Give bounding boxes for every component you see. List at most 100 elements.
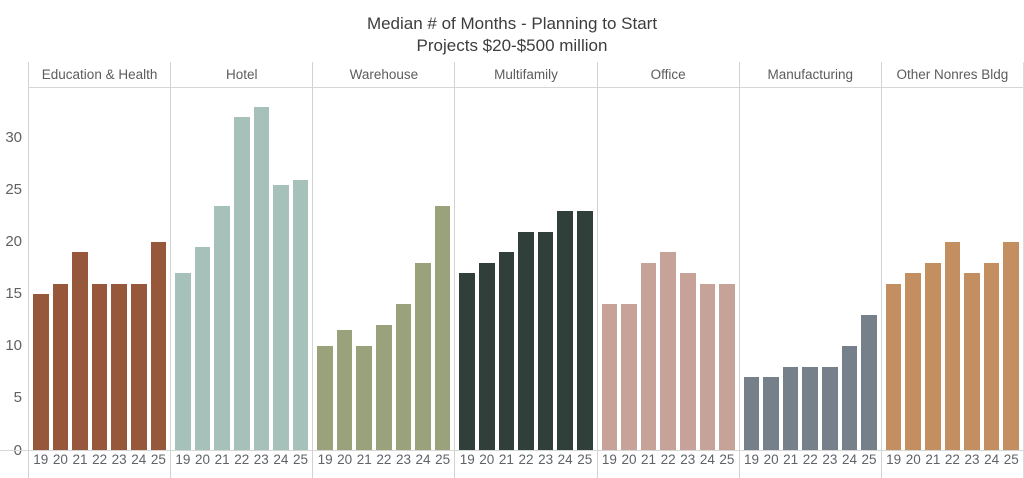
facet-header: Multifamily [455, 62, 597, 88]
y-tick-label: 20 [5, 233, 22, 251]
bar [763, 377, 779, 450]
bar [518, 231, 534, 450]
x-axis-line [0, 450, 1024, 451]
x-tick-row: 19 20 21 22 23 24 25 [598, 450, 739, 478]
x-tick-label: 20 [905, 452, 921, 467]
bar [214, 205, 230, 450]
x-tick-label: 19 [459, 452, 475, 467]
x-tick-label: 22 [944, 452, 960, 467]
x-tick-label: 25 [1003, 452, 1019, 467]
bar [699, 283, 716, 450]
y-tick-label: 10 [5, 337, 22, 355]
x-tick-label: 21 [214, 452, 230, 467]
x-tick-label: 24 [984, 452, 1000, 467]
bar [498, 252, 515, 450]
facet-panel: Office 19 20 21 22 23 24 25 [596, 62, 739, 478]
x-tick-label: 25 [719, 452, 735, 467]
x-tick-label: 19 [317, 452, 333, 467]
x-tick-label: 23 [680, 452, 696, 467]
facet-plot [171, 88, 312, 450]
facet-panel: Warehouse 19 20 21 22 23 24 25 [312, 62, 455, 478]
facet-header: Education & Health [29, 62, 171, 88]
x-tick-label: 22 [234, 452, 250, 467]
x-tick-label: 20 [479, 452, 495, 467]
x-tick-label: 23 [111, 452, 127, 467]
bar [33, 293, 49, 450]
bar [91, 283, 108, 450]
facet-plot [598, 88, 739, 450]
x-tick-label: 23 [395, 452, 411, 467]
facet-header: Warehouse [313, 62, 455, 88]
x-tick-label: 21 [641, 452, 657, 467]
bar [273, 184, 289, 450]
bar [52, 283, 69, 450]
x-tick-label: 25 [577, 452, 593, 467]
bar [841, 345, 858, 450]
chart-title: Median # of Months - Planning to Start P… [0, 13, 1024, 57]
bar [336, 330, 353, 450]
bar [415, 262, 431, 450]
x-tick-label: 22 [802, 452, 818, 467]
x-tick-label: 23 [964, 452, 980, 467]
x-tick-row: 19 20 21 22 23 24 25 [29, 450, 170, 478]
x-tick-label: 23 [538, 452, 554, 467]
x-tick-row: 19 20 21 22 23 24 25 [455, 450, 596, 478]
chart-title-line2: Projects $20-$500 million [416, 36, 608, 56]
bar [944, 241, 961, 450]
facet-header: Hotel [171, 62, 313, 88]
x-tick-label: 22 [92, 452, 108, 467]
bar [317, 345, 333, 450]
bar [434, 205, 451, 450]
bar [72, 252, 88, 450]
facet-plot [29, 88, 170, 450]
x-tick-label: 23 [253, 452, 269, 467]
x-tick-label: 21 [783, 452, 799, 467]
x-tick-label: 19 [886, 452, 902, 467]
x-tick-label: 20 [621, 452, 637, 467]
facet-panel: Manufacturing 19 20 21 22 23 24 25 [738, 62, 881, 478]
facet-panel: Other Nonres Bldg 19 20 21 22 23 24 25 [880, 62, 1024, 478]
bar [719, 283, 735, 450]
x-tick-label: 24 [415, 452, 431, 467]
x-tick-label: 19 [33, 452, 49, 467]
facet-plot [882, 88, 1023, 450]
facet-header: Manufacturing [739, 62, 881, 88]
bar [194, 247, 211, 450]
bar [640, 262, 657, 450]
bar [130, 283, 147, 450]
x-tick-label: 24 [699, 452, 715, 467]
x-tick-label: 20 [52, 452, 68, 467]
bar [905, 273, 922, 450]
facet-panel: Multifamily 19 20 21 22 23 24 25 [454, 62, 597, 478]
facet-header: Other Nonres Bldg [881, 62, 1023, 88]
x-tick-label: 24 [557, 452, 573, 467]
y-tick-label: 15 [5, 285, 22, 303]
facet-plot [313, 88, 454, 450]
bar [111, 283, 127, 450]
x-tick-label: 19 [175, 452, 191, 467]
bar [376, 325, 392, 450]
y-tick-label: 30 [5, 129, 22, 147]
x-tick-label: 21 [356, 452, 372, 467]
facet-plot [740, 88, 881, 450]
x-tick-label: 25 [435, 452, 451, 467]
bar [964, 273, 980, 450]
y-tick-label: 5 [13, 389, 22, 407]
x-tick-label: 21 [72, 452, 88, 467]
x-tick-row: 19 20 21 22 23 24 25 [740, 450, 881, 478]
bar [356, 345, 373, 450]
x-tick-label: 23 [822, 452, 838, 467]
bar [802, 366, 819, 450]
x-tick-label: 21 [498, 452, 514, 467]
bar [621, 304, 637, 450]
bar [576, 210, 593, 450]
chart-body: 0 5 10 15 20 25 30 Education & Health 19 20 21 22 2… [0, 62, 1024, 478]
x-tick-label: 22 [518, 452, 534, 467]
x-tick-label: 20 [337, 452, 353, 467]
x-tick-label: 22 [660, 452, 676, 467]
x-tick-label: 24 [841, 452, 857, 467]
x-tick-label: 24 [131, 452, 147, 467]
facet-header: Office [597, 62, 739, 88]
bar [233, 117, 250, 450]
